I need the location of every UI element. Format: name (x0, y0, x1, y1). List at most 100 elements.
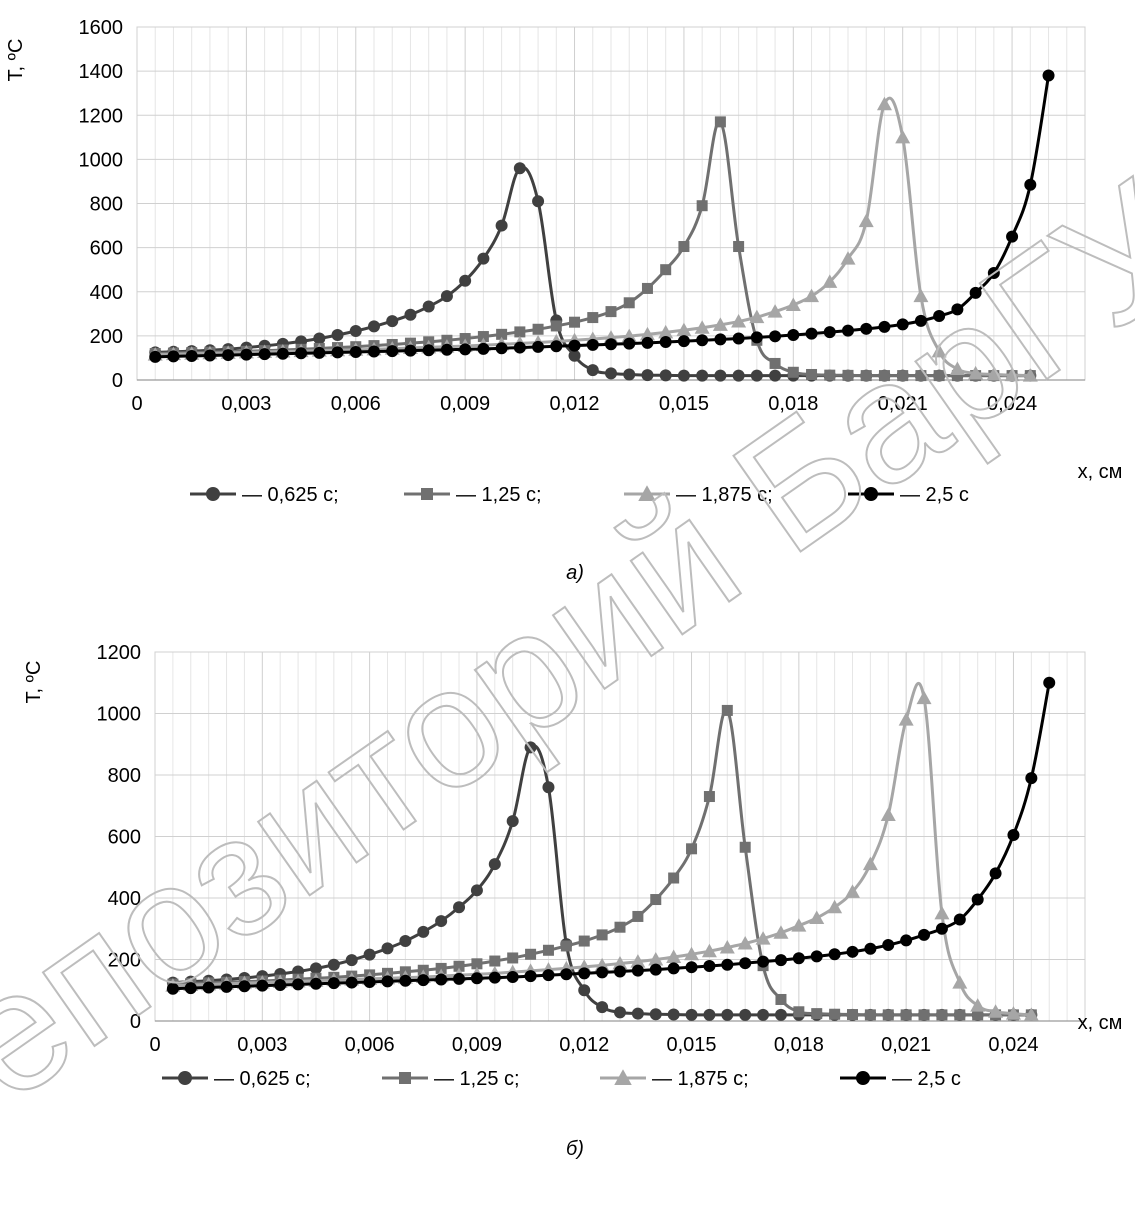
data-point (459, 274, 472, 287)
data-point (435, 962, 447, 974)
data-point (514, 326, 526, 338)
legend: — 0,625 с; — 1,25 с; — 1,875 с; — 2,5 с (162, 1068, 961, 1090)
data-point (349, 345, 362, 358)
legend-marker (399, 1072, 411, 1084)
data-point (258, 348, 271, 361)
legend-label: — 0,625 с; (242, 484, 339, 506)
y-tick-label: 400 (90, 282, 123, 304)
y-tick-label: 0 (130, 1011, 141, 1033)
data-point (614, 1006, 626, 1019)
data-point (659, 369, 672, 382)
data-point (495, 342, 508, 355)
data-point (773, 925, 789, 939)
data-point (630, 954, 646, 968)
data-point (422, 300, 435, 313)
data-point (972, 1009, 984, 1021)
data-point (309, 962, 322, 975)
data-point (550, 320, 562, 332)
data-point (721, 704, 733, 716)
data-point (386, 315, 399, 328)
data-point (381, 942, 394, 955)
data-point (696, 369, 709, 382)
x-tick-label: 0,021 (878, 393, 928, 415)
legend-label: — 1,875 с; (676, 484, 773, 506)
data-point (714, 116, 726, 128)
data-point (605, 338, 617, 351)
legend-label: — 1,25 с; (434, 1068, 520, 1090)
x-axis-label: x, см (1078, 1012, 1123, 1034)
legend-item: — 2,5 с (840, 1068, 961, 1090)
data-point (793, 1006, 805, 1018)
data-point (732, 369, 745, 382)
data-point (897, 370, 909, 382)
data-point (696, 334, 709, 347)
x-tick-label: 0 (149, 1034, 160, 1056)
data-point (733, 241, 745, 253)
data-point (757, 955, 770, 968)
data-point (954, 1009, 966, 1021)
data-point (578, 984, 591, 997)
data-point (721, 958, 734, 971)
data-point (650, 894, 662, 906)
data-point (900, 934, 913, 947)
legend-marker (638, 485, 656, 501)
data-point (542, 781, 555, 794)
data-point (842, 324, 854, 337)
data-point (532, 340, 545, 353)
y-tick-label: 1200 (97, 642, 142, 664)
data-point (775, 993, 787, 1005)
legend-label: — 2,5 с (892, 1068, 961, 1090)
data-point (721, 1008, 734, 1021)
data-point (714, 333, 727, 346)
x-tick-label: 0,009 (452, 1034, 502, 1056)
data-point (440, 290, 453, 303)
data-point (1043, 676, 1056, 689)
data-point (882, 939, 895, 952)
data-point (791, 918, 807, 932)
data-point (596, 966, 609, 979)
series-4 (149, 69, 1055, 363)
data-point (769, 369, 782, 382)
data-point (166, 982, 179, 995)
data-point (882, 1009, 894, 1021)
data-point (1006, 230, 1019, 243)
data-point (667, 962, 680, 975)
legend-item: — 0,625 с; (190, 484, 339, 506)
data-point (506, 971, 519, 984)
data-point (918, 1009, 930, 1021)
data-point (276, 347, 289, 360)
data-point (417, 974, 430, 987)
data-point (1022, 368, 1038, 382)
data-point (677, 335, 690, 348)
y-tick-label: 1400 (79, 61, 124, 83)
data-point (767, 304, 783, 318)
data-point (667, 1008, 680, 1021)
data-point (327, 958, 340, 971)
data-point (900, 1009, 912, 1021)
data-point (845, 884, 860, 898)
y-tick-label: 200 (108, 950, 141, 972)
data-point (453, 960, 465, 972)
data-point (847, 1009, 858, 1021)
data-point (714, 369, 727, 382)
data-point (659, 336, 672, 349)
data-point (757, 1008, 770, 1021)
data-point (829, 1008, 841, 1020)
data-point (363, 948, 376, 961)
data-point (896, 318, 909, 331)
data-point (987, 266, 1000, 279)
data-point (862, 856, 878, 871)
series-4 (166, 676, 1056, 995)
data-point (542, 969, 555, 982)
data-point (864, 942, 877, 955)
x-tick-label: 0,003 (237, 1034, 287, 1056)
data-point (755, 931, 771, 945)
y-tick-label: 200 (90, 326, 123, 348)
data-point (805, 327, 818, 340)
data-point (440, 343, 453, 356)
data-point (876, 96, 892, 111)
data-point (660, 264, 672, 276)
data-point (641, 336, 654, 349)
data-point (621, 328, 637, 343)
y-tick-label: 1000 (79, 149, 124, 171)
